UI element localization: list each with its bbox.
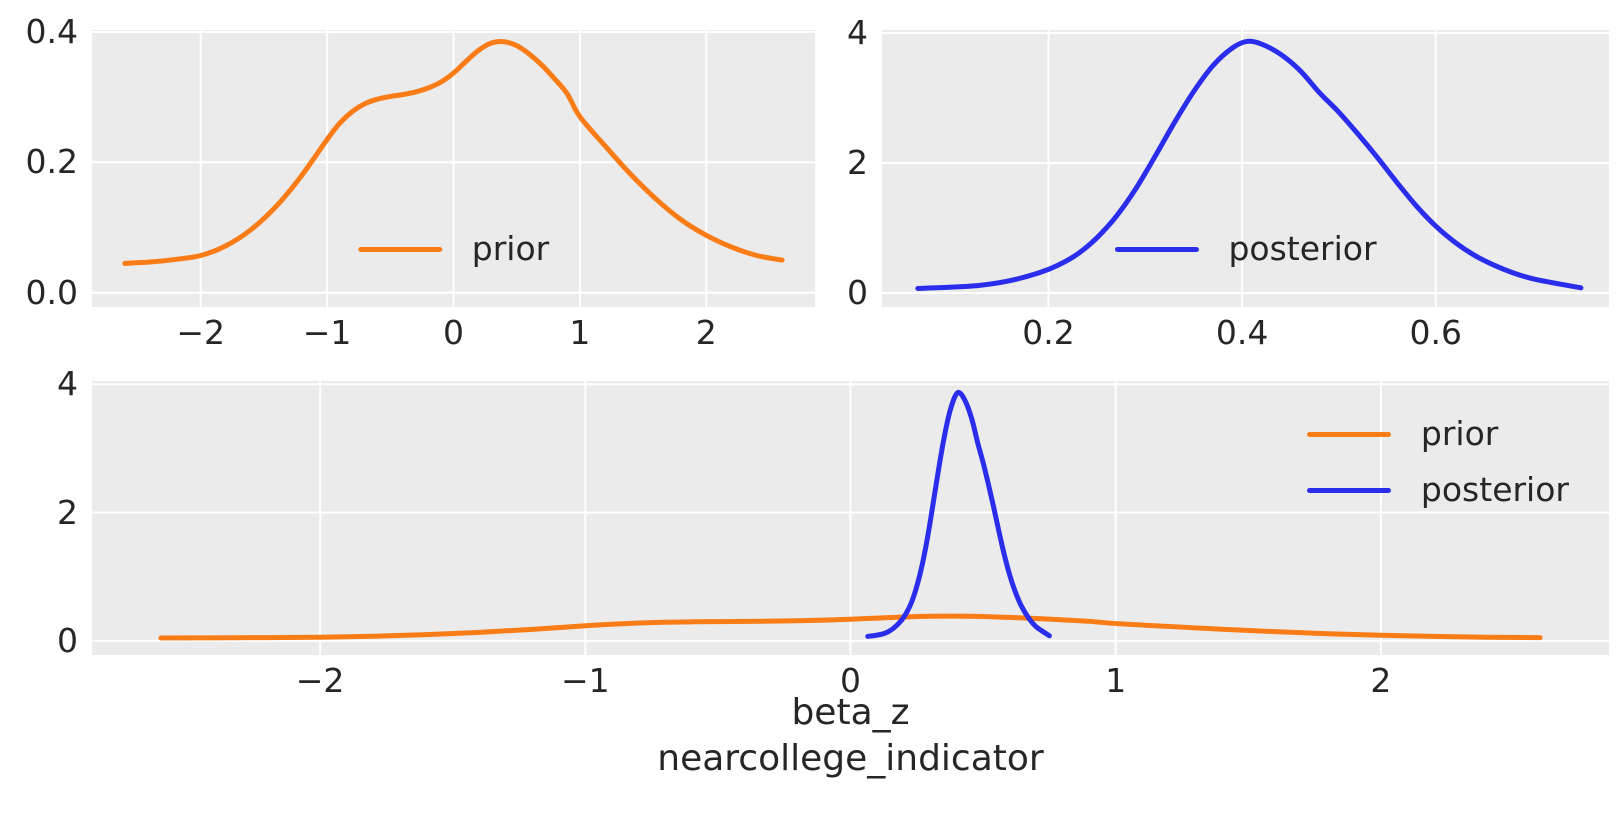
x-axis-label-line1: beta_z xyxy=(791,692,910,733)
x-tick-label: −1 xyxy=(302,313,352,352)
prior-legend-label: prior xyxy=(471,229,550,268)
prior-line-swatch xyxy=(1306,431,1391,437)
prior-legend-label: prior xyxy=(1420,414,1499,453)
x-tick-label: 0 xyxy=(443,313,464,352)
y-tick-label: 0 xyxy=(57,620,78,660)
posterior-legend-label: posterior xyxy=(1420,470,1569,509)
x-axis-label-line2: nearcollege_indicator xyxy=(657,738,1044,779)
legend-posterior-panel: posterior xyxy=(1114,229,1377,269)
y-tick-label: 2 xyxy=(57,492,78,532)
legend-entry-posterior: posterior xyxy=(1114,229,1377,269)
legend-entry-posterior: posterior xyxy=(1306,470,1569,510)
legend-overlay-panel: prior posterior xyxy=(1306,414,1569,510)
prior-line-swatch xyxy=(357,246,442,252)
panel-prior-marginal: prior −2 −1 0 1 2 0.0 0.2 0.4 xyxy=(26,12,815,352)
legend-prior-panel: prior xyxy=(357,229,550,269)
panel-posterior-marginal: posterior 0.2 0.4 0.6 0 2 4 xyxy=(847,13,1609,352)
y-tick-label: 2 xyxy=(847,143,868,182)
posterior-legend-label: posterior xyxy=(1228,229,1377,268)
x-tick-label: 0.2 xyxy=(1022,313,1075,352)
legend-entry-prior: prior xyxy=(1306,414,1569,454)
legend-entry-prior: prior xyxy=(357,229,550,269)
x-tick-label: 0 xyxy=(840,661,861,700)
x-tick-label: −2 xyxy=(295,661,345,700)
x-tick-label: −2 xyxy=(176,313,226,352)
y-tick-label: 0.2 xyxy=(25,142,78,182)
y-tick-label: 0.0 xyxy=(25,272,78,312)
prior-curve-svg xyxy=(92,30,815,307)
panel-prior-posterior-overlay: prior posterior −2 −1 0 1 2 0 2 4 xyxy=(57,364,1609,700)
x-tick-label: −1 xyxy=(560,661,610,700)
posterior-line-swatch xyxy=(1114,246,1199,252)
posterior-line-swatch xyxy=(1306,487,1391,493)
overlay-curves-svg xyxy=(92,381,1609,655)
x-tick-label: 1 xyxy=(1105,661,1127,700)
y-tick-label: 4 xyxy=(57,364,78,404)
x-tick-label: 2 xyxy=(1370,661,1392,700)
x-tick-label: 1 xyxy=(569,313,591,352)
x-axis-label: beta_z nearcollege_indicator xyxy=(92,690,1609,782)
x-tick-label: 0.6 xyxy=(1409,313,1462,352)
y-tick-label: 0.4 xyxy=(25,11,78,51)
y-tick-label: 4 xyxy=(847,13,868,52)
posterior-curve-svg xyxy=(882,30,1609,307)
y-tick-label: 0 xyxy=(847,273,868,313)
x-tick-label: 0.4 xyxy=(1215,313,1269,352)
x-tick-label: 2 xyxy=(695,313,717,352)
